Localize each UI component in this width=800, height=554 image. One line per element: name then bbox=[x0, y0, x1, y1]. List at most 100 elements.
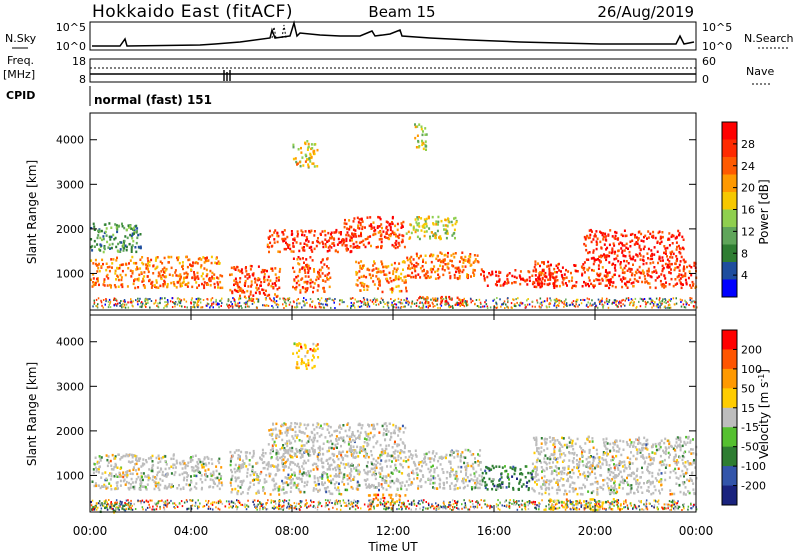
data-cell bbox=[93, 463, 96, 466]
data-cell bbox=[476, 481, 479, 485]
data-cell bbox=[131, 481, 134, 484]
data-cell bbox=[379, 475, 382, 478]
data-cell bbox=[183, 276, 186, 280]
data-cell bbox=[628, 254, 631, 257]
data-cell bbox=[413, 461, 416, 465]
data-cell bbox=[368, 305, 371, 308]
data-cell bbox=[392, 270, 395, 273]
data-cell bbox=[128, 453, 131, 456]
data-cell bbox=[244, 281, 247, 285]
data-cell bbox=[338, 431, 341, 434]
data-cell bbox=[130, 301, 133, 304]
data-cell bbox=[361, 264, 364, 268]
data-cell bbox=[552, 276, 555, 279]
data-cell bbox=[303, 297, 305, 300]
data-cell bbox=[104, 485, 107, 488]
data-cell bbox=[361, 225, 364, 229]
data-cell bbox=[353, 475, 356, 479]
data-cell bbox=[303, 249, 306, 252]
data-cell bbox=[159, 260, 162, 263]
data-cell bbox=[684, 272, 687, 275]
data-cell bbox=[587, 276, 590, 279]
data-cell bbox=[249, 298, 252, 301]
data-cell bbox=[201, 306, 204, 309]
data-cell bbox=[292, 157, 295, 161]
data-cell bbox=[311, 463, 314, 467]
data-cell bbox=[257, 278, 260, 282]
data-cell bbox=[97, 267, 100, 270]
data-cell bbox=[433, 468, 436, 471]
data-cell bbox=[517, 304, 520, 307]
data-cell bbox=[104, 230, 107, 234]
data-cell bbox=[336, 455, 339, 458]
data-cell bbox=[466, 476, 469, 479]
data-cell bbox=[514, 269, 517, 272]
data-cell bbox=[478, 298, 481, 301]
data-cell bbox=[531, 282, 534, 286]
data-cell bbox=[186, 265, 189, 269]
data-cell bbox=[647, 270, 650, 273]
data-cell bbox=[598, 259, 601, 262]
data-cell bbox=[118, 475, 121, 478]
data-cell bbox=[588, 236, 591, 239]
data-cell bbox=[672, 284, 675, 288]
data-cell bbox=[352, 242, 355, 246]
data-cell bbox=[288, 303, 291, 306]
data-cell bbox=[157, 271, 160, 274]
data-cell bbox=[196, 303, 198, 306]
data-cell bbox=[90, 259, 93, 262]
data-cell bbox=[449, 460, 452, 464]
data-cell bbox=[256, 288, 259, 292]
data-cell bbox=[292, 143, 295, 147]
data-cell bbox=[277, 303, 280, 306]
data-cell bbox=[140, 301, 143, 304]
data-cell bbox=[336, 429, 339, 432]
data-cell bbox=[116, 249, 119, 252]
data-cell bbox=[330, 446, 333, 450]
data-cell bbox=[373, 466, 376, 469]
data-cell bbox=[454, 266, 457, 270]
data-cell bbox=[210, 298, 212, 301]
data-cell bbox=[661, 264, 664, 268]
data-cell bbox=[145, 263, 148, 266]
cpid-label: CPID bbox=[6, 89, 35, 102]
data-cell bbox=[204, 478, 207, 482]
data-cell bbox=[248, 297, 250, 300]
data-cell bbox=[141, 475, 143, 479]
data-cell bbox=[424, 301, 427, 305]
data-cell bbox=[203, 284, 205, 287]
data-cell bbox=[360, 426, 363, 430]
data-cell bbox=[179, 300, 182, 303]
data-cell bbox=[578, 303, 580, 306]
data-cell bbox=[471, 487, 473, 491]
data-cell bbox=[395, 270, 398, 274]
data-cell bbox=[256, 475, 259, 479]
data-cell bbox=[364, 302, 366, 305]
data-cell bbox=[439, 303, 442, 306]
data-cell bbox=[461, 251, 464, 254]
data-cell bbox=[102, 306, 104, 309]
data-cell bbox=[195, 298, 198, 301]
data-cell bbox=[230, 273, 233, 276]
data-cell bbox=[156, 483, 159, 487]
data-cell bbox=[456, 477, 459, 481]
data-cell bbox=[316, 422, 319, 425]
data-cell bbox=[229, 460, 232, 463]
data-cell bbox=[601, 297, 603, 300]
data-cell bbox=[110, 474, 113, 478]
data-cell bbox=[386, 301, 388, 304]
freq-label: Freq. bbox=[7, 54, 34, 67]
data-cell bbox=[203, 456, 206, 459]
data-cell bbox=[104, 471, 107, 474]
data-cell bbox=[301, 267, 304, 270]
data-cell bbox=[358, 472, 361, 476]
data-cell bbox=[643, 298, 646, 300]
data-cell bbox=[271, 305, 273, 307]
data-cell bbox=[91, 249, 94, 252]
data-cell bbox=[238, 298, 240, 301]
data-cell bbox=[601, 266, 604, 269]
data-cell bbox=[167, 255, 170, 259]
data-cell bbox=[409, 223, 412, 226]
data-cell bbox=[468, 479, 471, 483]
data-cell bbox=[552, 284, 555, 288]
